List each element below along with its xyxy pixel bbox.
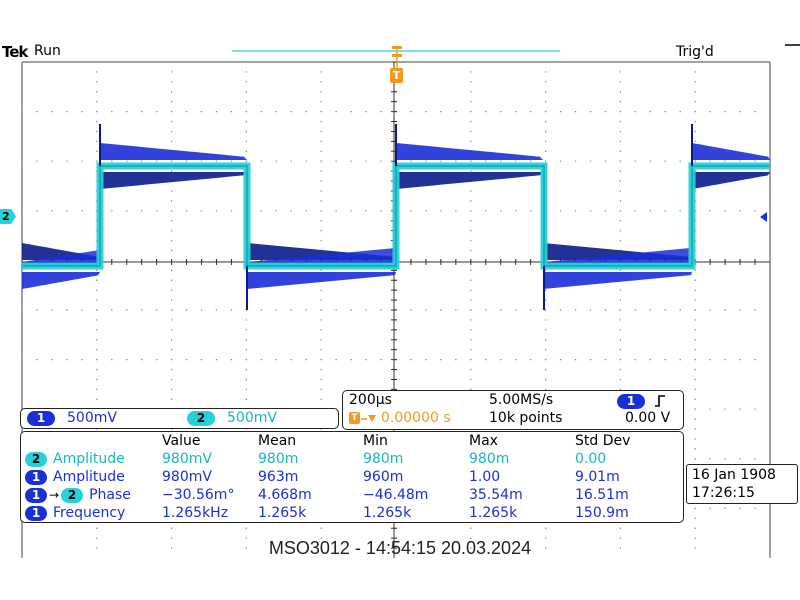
column-header: Max [469, 433, 498, 449]
ch1-badge[interactable]: 1 [27, 411, 55, 426]
measurement-header-row: Value Mean Min Max Std Dev [21, 433, 683, 451]
measurement-cell: 980m [469, 451, 509, 467]
ch1-persistence [692, 143, 770, 160]
measurement-label: 1 Frequency [25, 505, 125, 521]
measurement-cell: 960m [363, 469, 403, 485]
arrow-right-icon [361, 413, 379, 425]
measurement-cell: −30.56m° [162, 487, 234, 503]
clock-panel: 16 Jan 1908 17:26:15 [686, 464, 798, 504]
measurement-cell: 150.9m [575, 505, 629, 521]
measurement-cell: 1.265k [469, 505, 517, 521]
measurement-row[interactable]: 1 Frequency 1.265kHz 1.265k 1.265k 1.265k 150.… [21, 505, 683, 523]
timebase-panel: 200µs 5.00MS/s 1 T 0.00000 s 10k points … [342, 390, 684, 430]
measurement-cell: 9.01m [575, 469, 620, 485]
measurement-cell: 1.265kHz [162, 505, 228, 521]
time-per-div[interactable]: 200µs [349, 392, 392, 408]
acquisition-status: Run [34, 43, 61, 59]
channel-badge: 1 [25, 488, 47, 503]
measurement-row[interactable]: 1 Amplitude 980mV 963m 960m 1.00 9.01m [21, 469, 683, 487]
measurement-label: 1 → 2 Phase [25, 487, 131, 503]
trigger-marker-label: T [393, 69, 401, 82]
ch1-persistence [100, 143, 247, 160]
measurement-name: Amplitude [53, 451, 125, 467]
trigger-position-value[interactable]: 0.00000 s [381, 410, 451, 426]
sample-rate: 5.00MS/s [489, 392, 553, 408]
rising-edge-icon [653, 394, 667, 408]
channel-badge: 1 [25, 470, 47, 485]
measurement-label: 2 Amplitude [25, 451, 125, 467]
measurement-cell: 980mV [162, 469, 212, 485]
ch1-persistence [543, 272, 692, 289]
measurement-cell: 4.668m [258, 487, 312, 503]
trigger-pos-icon: T [349, 412, 360, 424]
measurement-name: Phase [89, 487, 131, 503]
measurement-row[interactable]: 1 → 2 Phase −30.56m° 4.668m −46.48m 35.54m 16.51… [21, 487, 683, 505]
clock-time: 17:26:15 [692, 485, 755, 501]
ch1-level-indicator [760, 212, 767, 222]
channel-scale-bar: 1 500mV 2 500mV [20, 408, 339, 429]
channel-badge: 1 [25, 506, 47, 521]
column-header: Std Dev [575, 433, 630, 449]
ch2-marker-label: 2 [2, 210, 10, 223]
measurement-cell: 1.00 [469, 469, 500, 485]
ch1-persistence [692, 172, 770, 189]
ch1-scale[interactable]: 500mV [67, 410, 117, 426]
channel-badge: 2 [61, 488, 83, 503]
measurement-cell: 980m [258, 451, 298, 467]
measurement-row[interactable]: 2 Amplitude 980mV 980m 980m 980m 0.00 [21, 451, 683, 469]
column-header: Mean [258, 433, 296, 449]
measurement-cell: 1.265k [258, 505, 306, 521]
trigger-position-marker[interactable]: T [390, 68, 403, 83]
measurement-cell: 980m [363, 451, 403, 467]
measurement-cell: 0.00 [575, 451, 606, 467]
trigger-state: Trig'd [676, 44, 714, 60]
trigger-source-badge[interactable]: 1 [617, 394, 645, 409]
measurement-panel: Value Mean Min Max Std Dev 2 Amplitude 980mV 98… [20, 431, 684, 523]
column-header: Value [162, 433, 200, 449]
measurement-name: Frequency [53, 505, 125, 521]
clock-date: 16 Jan 1908 [692, 467, 776, 483]
channel-badge: 2 [25, 452, 47, 467]
ch2-scale[interactable]: 500mV [227, 410, 277, 426]
measurement-label: 1 Amplitude [25, 469, 125, 485]
footer-caption: MSO3012 - 14:54:15 20.03.2024 [0, 538, 800, 559]
column-header: Min [363, 433, 388, 449]
measurement-cell: 963m [258, 469, 298, 485]
ch1-persistence [396, 172, 543, 189]
record-length: 10k points [489, 410, 562, 426]
trigger-level[interactable]: 0.00 V [625, 410, 670, 426]
ch1-persistence [396, 143, 543, 160]
ch2-badge[interactable]: 2 [187, 411, 215, 426]
measurement-cell: 980mV [162, 451, 212, 467]
measurement-cell: 1.265k [363, 505, 411, 521]
measurement-cell: 35.54m [469, 487, 523, 503]
measurement-cell: 16.51m [575, 487, 629, 503]
brand-logo: Tek [2, 43, 27, 61]
ch1-persistence [100, 172, 247, 189]
measurement-cell: −46.48m [363, 487, 428, 503]
ch1-persistence [247, 272, 396, 289]
ch1-persistence [22, 272, 100, 289]
arrow-right-icon: → [49, 488, 59, 502]
measurement-name: Amplitude [53, 469, 125, 485]
